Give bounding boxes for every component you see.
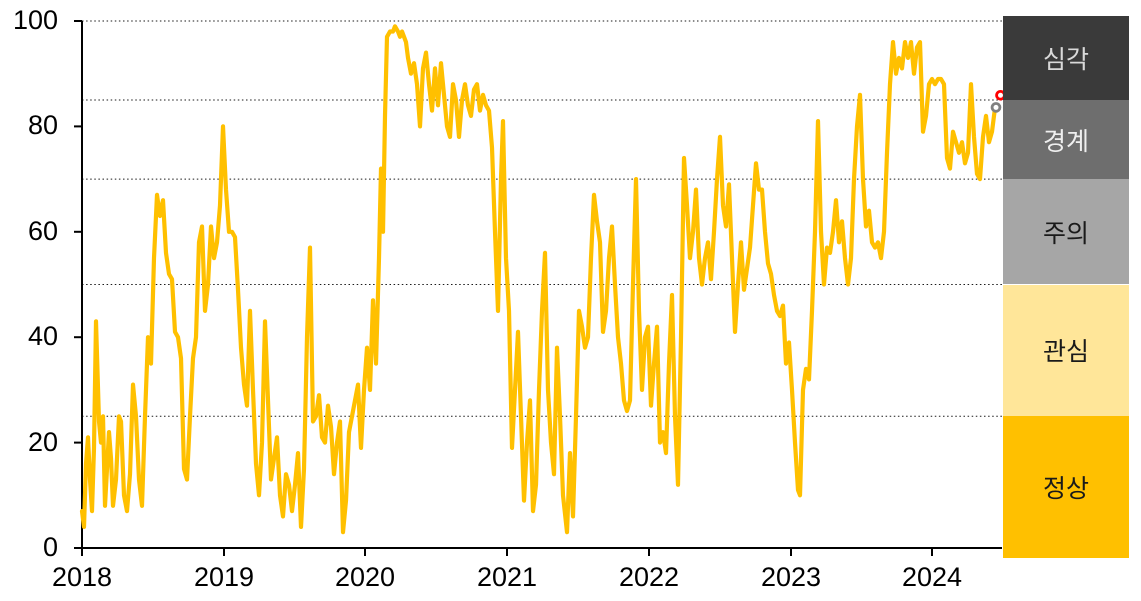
risk-band-label: 심각	[1003, 16, 1129, 101]
y-axis-tick-label: 0	[42, 531, 58, 562]
risk-band-label: 관심	[1003, 284, 1129, 417]
x-axis-tick-label: 2018	[51, 562, 113, 592]
y-axis-tick-label: 100	[12, 4, 58, 35]
x-axis-tick-label: 2020	[334, 562, 396, 592]
risk-band-label: 주의	[1003, 179, 1129, 285]
x-axis-tick-label: 2022	[618, 562, 680, 592]
previous-value-marker	[990, 102, 1002, 113]
x-axis-tick-label: 2023	[760, 562, 822, 592]
y-axis-tick-label: 60	[27, 215, 58, 246]
x-axis-tick-label: 2019	[193, 562, 255, 592]
y-axis-tick-label: 20	[27, 426, 58, 457]
x-axis-tick-label: 2024	[901, 562, 963, 592]
risk-band-label: 정상	[1003, 416, 1129, 558]
y-axis-tick-label: 80	[27, 110, 58, 141]
x-axis-tick-label: 2021	[476, 562, 538, 592]
y-axis-tick-label: 40	[27, 321, 58, 352]
index-line	[79, 24, 998, 535]
risk-band-label: 경계	[1003, 100, 1129, 180]
